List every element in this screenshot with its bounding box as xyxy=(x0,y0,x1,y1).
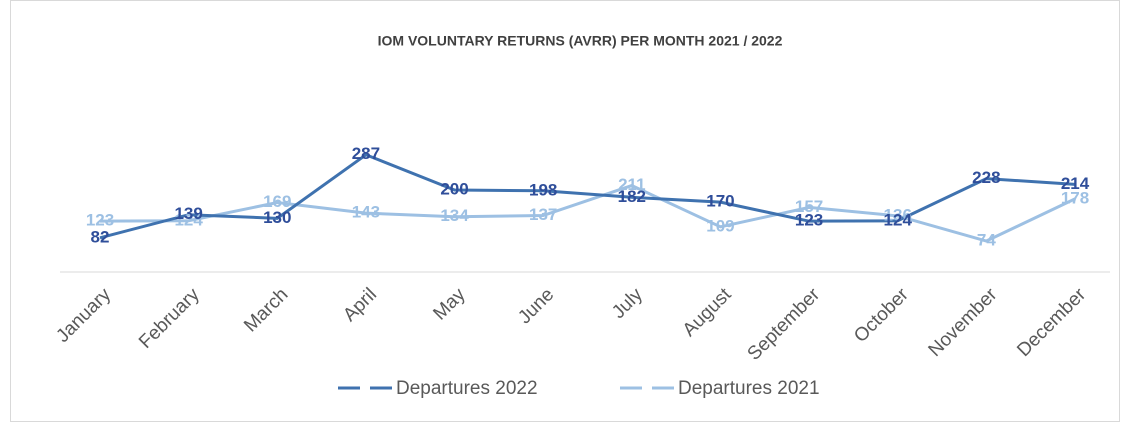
data-label: 170 xyxy=(706,192,734,211)
data-label: 211 xyxy=(618,175,645,194)
x-tick-label: September xyxy=(744,284,825,365)
data-label: 134 xyxy=(440,206,469,225)
data-label: 228 xyxy=(972,168,1000,187)
data-label: 287 xyxy=(352,144,380,163)
data-label: 136 xyxy=(884,205,912,224)
data-label: 198 xyxy=(529,180,557,199)
data-label: 130 xyxy=(263,208,291,227)
data-label: 157 xyxy=(795,197,823,216)
chart-frame xyxy=(10,0,1120,422)
data-label: 178 xyxy=(1061,188,1089,207)
x-tick-label: December xyxy=(1013,284,1090,361)
data-label: 182 xyxy=(618,187,646,206)
data-label: 169 xyxy=(263,192,291,211)
data-label: 123 xyxy=(795,211,823,230)
data-label: 124 xyxy=(884,210,913,229)
x-tick-label: January xyxy=(52,284,115,347)
data-label: 109 xyxy=(706,216,734,235)
legend-label: Departures 2021 xyxy=(678,378,820,399)
x-tick-label: February xyxy=(135,284,204,353)
data-label: 200 xyxy=(440,179,468,198)
data-label: 82 xyxy=(91,227,110,246)
data-label: 214 xyxy=(1061,174,1090,193)
data-label: 137 xyxy=(529,205,557,224)
x-tick-label: May xyxy=(429,284,470,325)
x-tick-label: July xyxy=(608,284,647,323)
data-label: 139 xyxy=(174,204,202,223)
line-series xyxy=(99,183,1076,243)
x-tick-label: April xyxy=(339,284,381,326)
line-series xyxy=(99,153,1076,240)
x-tick-label: November xyxy=(925,284,1002,361)
data-label: 124 xyxy=(174,210,203,229)
x-tick-label: March xyxy=(240,284,292,336)
x-tick-label: October xyxy=(850,284,913,347)
data-label: 74 xyxy=(977,231,996,250)
legend-label: Departures 2022 xyxy=(396,378,538,399)
data-label: 123 xyxy=(86,211,114,230)
chart-title: IOM VOLUNTARY RETURNS (AVRR) PER MONTH 2… xyxy=(378,33,783,49)
x-tick-label: June xyxy=(514,284,558,328)
data-label: 143 xyxy=(352,203,380,222)
x-tick-label: August xyxy=(679,284,736,341)
